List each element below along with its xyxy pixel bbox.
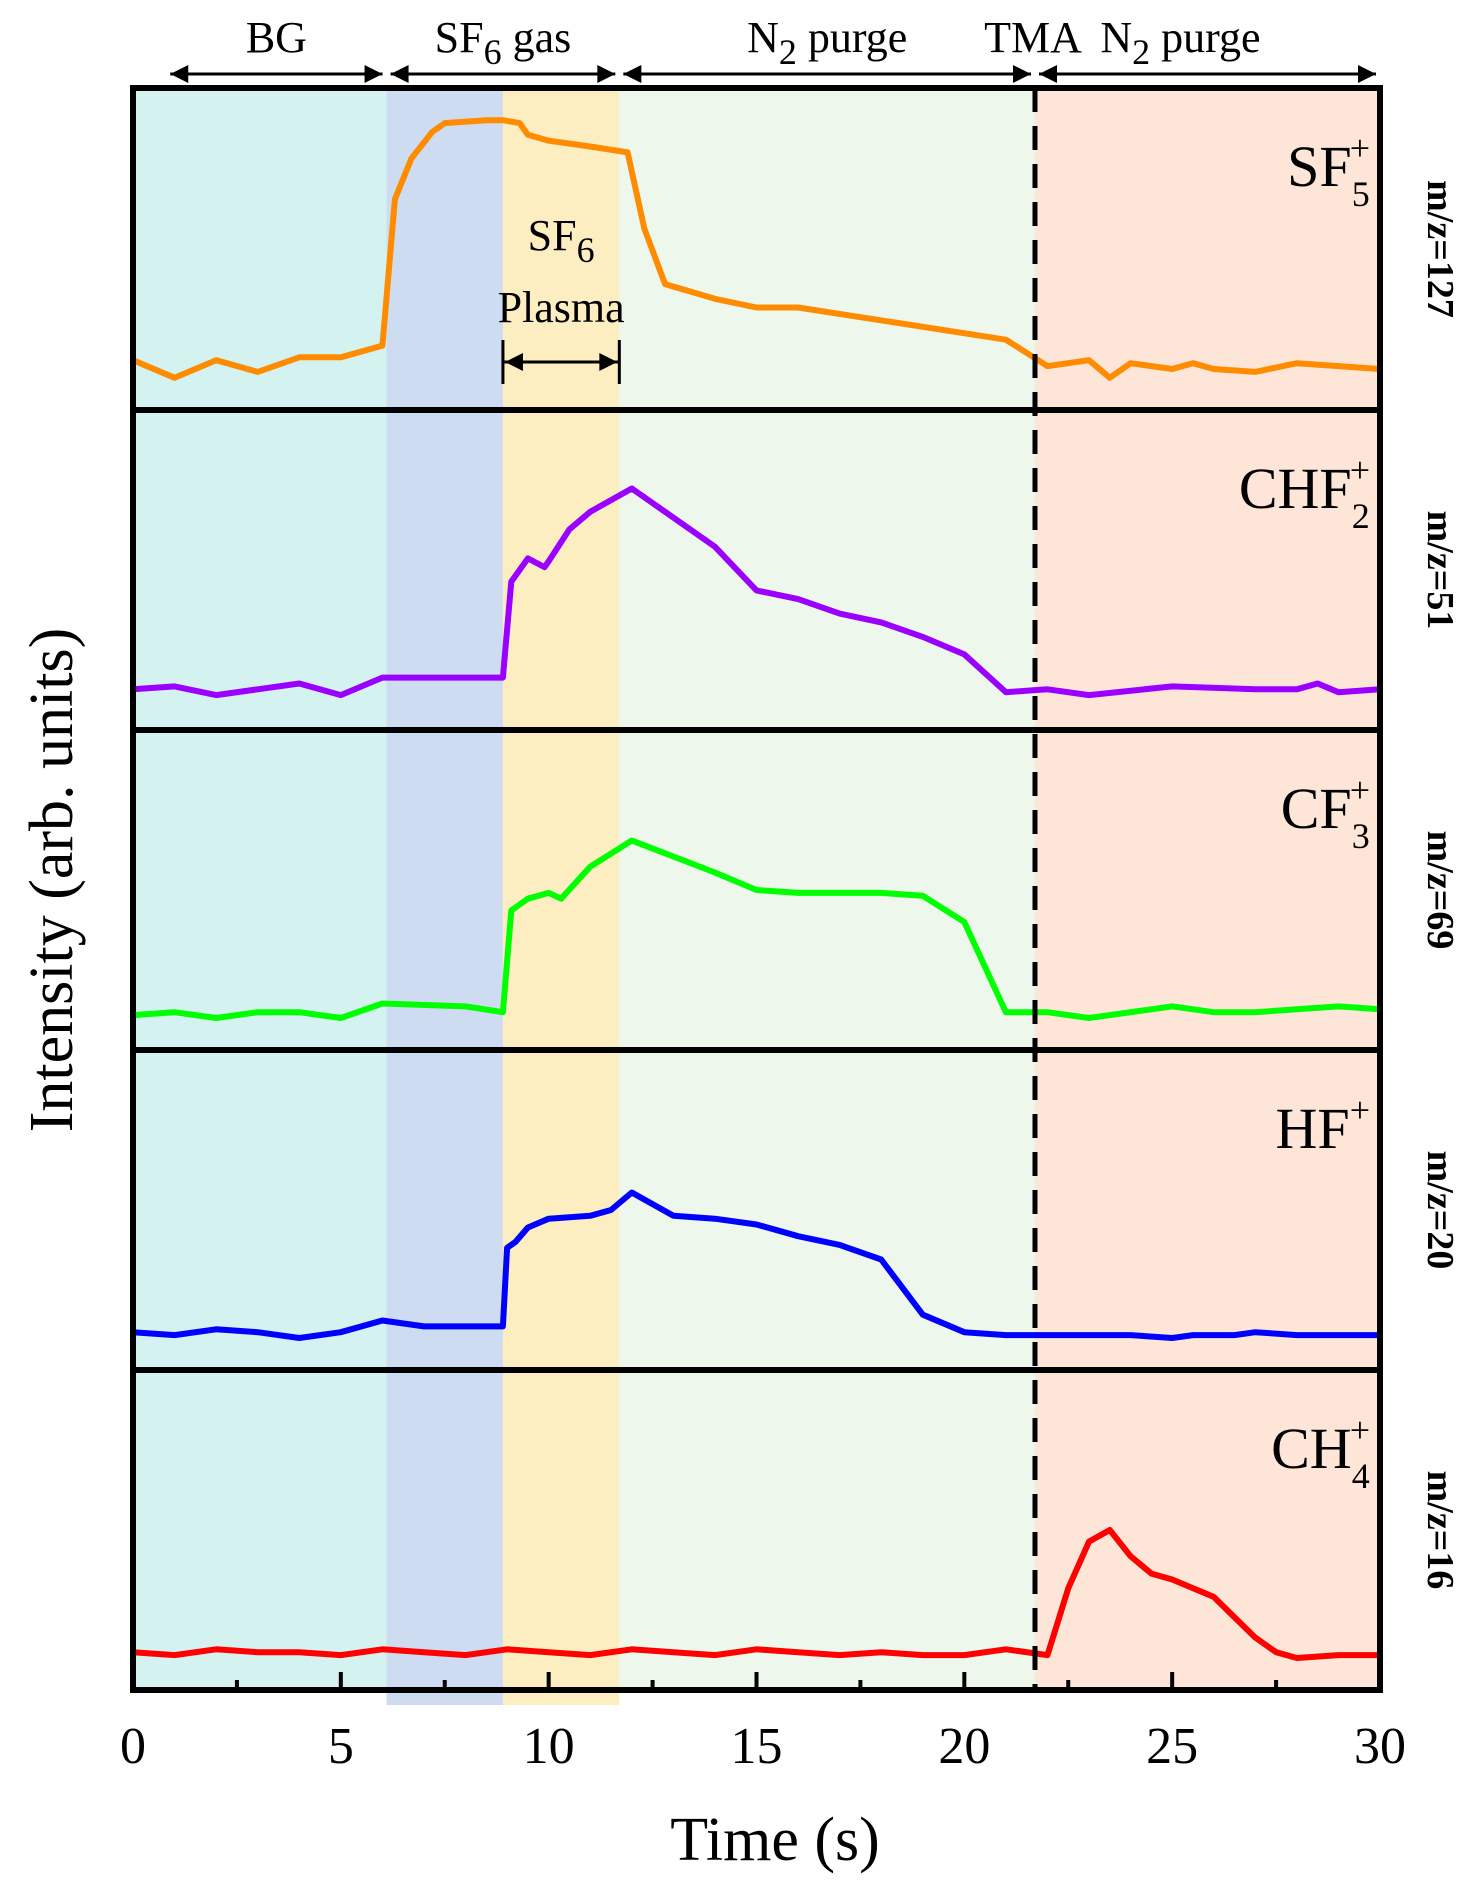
x-tick-label: 20 (938, 1718, 990, 1775)
series-line-chf2plus (130, 485, 1383, 699)
arrow-head (364, 65, 383, 83)
plasma-label: Plasma (498, 283, 625, 332)
arrow-head (599, 353, 618, 371)
plasma-species-label: SF6 (528, 211, 595, 270)
mz-label: m/z=127 (1419, 180, 1461, 318)
phase-label: BG (246, 13, 307, 62)
series-line-cf3plus (130, 837, 1383, 1021)
arrow-head (597, 65, 616, 83)
tma-label: TMA (984, 13, 1082, 62)
phase-label: SF6 gas (435, 13, 572, 72)
x-tick-label: 0 (120, 1718, 146, 1775)
arrow-head (504, 353, 523, 371)
x-tick-label: 30 (1354, 1718, 1406, 1775)
series-line-hfplus (130, 1189, 1383, 1341)
mz-label: m/z=51 (1419, 511, 1461, 630)
arrow-head (1012, 65, 1031, 83)
mz-label: m/z=16 (1419, 1471, 1461, 1590)
y-axis-title: Intensity (arb. units) (18, 628, 86, 1133)
arrow-head (623, 65, 642, 83)
arrow-head (1358, 65, 1376, 83)
ion-label: CH4+ (1271, 1410, 1370, 1496)
phase-label: N2 purge (747, 13, 907, 72)
phase-band (1034, 88, 1380, 1690)
series-line-sf5plus (130, 117, 1383, 381)
x-tick-label: 5 (328, 1718, 354, 1775)
ion-label: SF5+ (1287, 128, 1370, 214)
x-axis-title: Time (s) (670, 1806, 880, 1874)
ion-label: CHF2+ (1239, 450, 1370, 536)
phase-band (386, 88, 503, 1705)
mz-label: m/z=69 (1419, 831, 1461, 950)
arrow-head (390, 65, 409, 83)
ion-label: HF+ (1276, 1090, 1370, 1161)
phase-band (619, 88, 1035, 1690)
x-tick-label: 25 (1146, 1718, 1198, 1775)
arrow-head (1038, 65, 1057, 83)
x-tick-label: 10 (523, 1718, 575, 1775)
arrow-head (170, 65, 189, 83)
ion-label: CF3+ (1281, 770, 1370, 856)
phase-label: N2 purge (1100, 13, 1260, 72)
x-tick-label: 15 (731, 1718, 783, 1775)
phase-band (133, 88, 387, 1690)
mz-label: m/z=20 (1419, 1151, 1461, 1270)
series-line-ch4plus (130, 1527, 1383, 1661)
